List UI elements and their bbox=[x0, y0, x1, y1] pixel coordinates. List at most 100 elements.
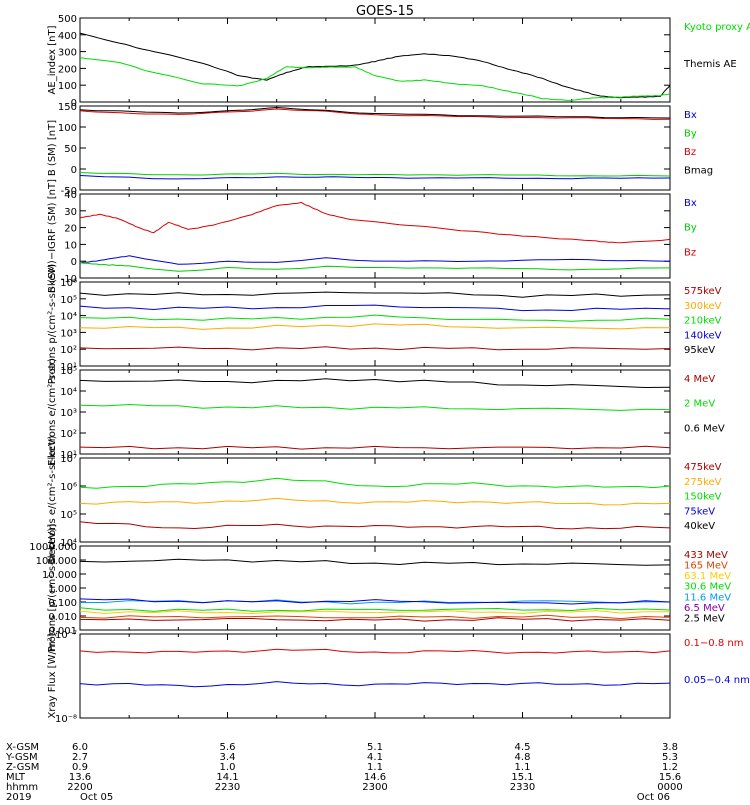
legend-entry: 6.5 MeV bbox=[684, 603, 725, 614]
panel-frame bbox=[79, 457, 671, 543]
legend-entry: 165 MeV bbox=[684, 561, 728, 572]
series-line-bx bbox=[79, 255, 671, 265]
legend-entry: 2.5 MeV bbox=[684, 613, 725, 624]
legend-entry: 75keV bbox=[684, 506, 715, 517]
footer-value: 2200 bbox=[67, 782, 92, 793]
footer-value: 13.6 bbox=[69, 772, 91, 783]
footer-value: 6.0 bbox=[72, 742, 88, 753]
footer-value: 2300 bbox=[362, 782, 387, 793]
y-tick-label: 150 bbox=[58, 102, 77, 113]
y-tick-label: 10¹ bbox=[60, 450, 77, 461]
legend-entry: 0.05−0.4 nm bbox=[684, 675, 750, 686]
legend-entry: Bx bbox=[684, 198, 697, 209]
footer-row-label: MLT bbox=[6, 772, 26, 783]
y-tick-label: 100 bbox=[58, 81, 77, 92]
legend-entry: 210keV bbox=[684, 316, 722, 327]
y-axis-label: Electrons e/(cm²-s-sr-keV) bbox=[47, 435, 58, 564]
y-tick-label: -50 bbox=[61, 186, 77, 197]
y-axis-label: B (SM)−IGRF (SM) [nT] bbox=[47, 179, 58, 293]
y-tick-label: 10⁵ bbox=[60, 295, 77, 306]
footer-value: 0000 bbox=[657, 782, 682, 793]
y-tick-label: 300 bbox=[58, 48, 77, 59]
footer-row-label: Z-GSM bbox=[6, 762, 39, 773]
y-tick-label: 0 bbox=[71, 257, 77, 268]
footer-value: 0.9 bbox=[72, 762, 88, 773]
series-line-bz bbox=[79, 108, 671, 120]
legend-entry: 11.6 MeV bbox=[684, 592, 731, 603]
series-line-themis-ae bbox=[79, 32, 671, 99]
footer-value: 5.3 bbox=[662, 752, 678, 763]
y-tick-label: 0.010 bbox=[48, 612, 77, 623]
legend-entry: 0.6 MeV bbox=[684, 423, 725, 434]
y-tick-label: 0.100 bbox=[48, 598, 77, 609]
series-line-165-mev bbox=[79, 614, 671, 620]
series-line-63-1-mev bbox=[79, 610, 670, 615]
legend-entry: 575keV bbox=[684, 286, 722, 297]
y-tick-label: 10⁴ bbox=[60, 312, 77, 323]
legend-entry: 475keV bbox=[684, 462, 722, 473]
legend-entry: 140keV bbox=[684, 330, 722, 341]
y-tick-label: 10⁷ bbox=[60, 454, 77, 465]
footer-value: 4.5 bbox=[515, 742, 531, 753]
series-line-300kev bbox=[79, 323, 671, 330]
legend-entry: 95keV bbox=[684, 345, 715, 356]
footer-value: 1.1 bbox=[515, 762, 531, 773]
footer-row-label: X-GSM bbox=[6, 742, 39, 753]
y-tick-label: 10⁶ bbox=[60, 278, 77, 289]
footer-value: 14.6 bbox=[364, 772, 386, 783]
y-axis-label: Protons p/(cm²-s-sr-keV) bbox=[47, 264, 58, 385]
footer-value: 1.0 bbox=[220, 762, 236, 773]
legend-entry: Bmag bbox=[684, 166, 713, 177]
legend-entry: 40keV bbox=[684, 521, 715, 532]
y-axis-label: Protons [p/(cm²-s-sr-keV)] bbox=[47, 524, 58, 652]
panel-frame bbox=[79, 193, 671, 279]
legend-entry: By bbox=[684, 223, 697, 234]
y-tick-label: 10 bbox=[64, 240, 77, 251]
y-tick-label: 10³ bbox=[60, 408, 77, 419]
y-tick-label: 100.000 bbox=[36, 556, 77, 567]
legend-entry: 2 MeV bbox=[684, 399, 715, 410]
y-tick-label: 10² bbox=[60, 429, 77, 440]
footer-value: 5.6 bbox=[220, 742, 236, 753]
footer-value: 2230 bbox=[215, 782, 240, 793]
series-line-0-6-mev bbox=[79, 378, 671, 389]
y-tick-label: 1000.000 bbox=[29, 542, 77, 553]
series-line-275kev bbox=[79, 497, 671, 506]
y-tick-label: -10 bbox=[61, 274, 77, 285]
y-tick-label: 10¹ bbox=[60, 362, 77, 373]
legend-entry: 433 MeV bbox=[684, 550, 728, 561]
y-tick-label: 10⁴ bbox=[60, 387, 77, 398]
y-tick-label: 0 bbox=[71, 165, 77, 176]
series-line-475kev bbox=[79, 521, 671, 530]
series-line-6-5-mev bbox=[79, 598, 671, 605]
series-line-kyoto-proxy-ae bbox=[79, 57, 671, 101]
footer-value: 5.1 bbox=[367, 742, 383, 753]
y-tick-label: 10⁻⁷ bbox=[55, 630, 77, 641]
legend-entry: 4 MeV bbox=[684, 374, 715, 385]
plot-title: GOES-15 bbox=[356, 4, 414, 19]
panel-frame bbox=[79, 17, 671, 103]
y-axis-label: Xray Flux [W/m²] bbox=[47, 633, 58, 718]
legend-entry: 150keV bbox=[684, 492, 722, 503]
legend-entry: 300keV bbox=[684, 301, 722, 312]
footer-value: 1.2 bbox=[662, 762, 678, 773]
legend-entry: 63.1 MeV bbox=[684, 571, 731, 582]
footer-value: 2330 bbox=[510, 782, 535, 793]
panel-frame bbox=[79, 369, 671, 455]
series-line-2-mev bbox=[79, 403, 671, 411]
legend-entry: By bbox=[684, 129, 697, 140]
legend-entry: Kyoto proxy AE bbox=[684, 22, 750, 33]
y-tick-label: 10⁴ bbox=[60, 538, 77, 549]
series-line-0-05-0-4-nm bbox=[79, 681, 671, 688]
legend-entry: 30.6 MeV bbox=[684, 582, 731, 593]
series-line-bx bbox=[79, 175, 671, 180]
y-tick-label: 500 bbox=[58, 14, 77, 25]
y-tick-label: 100 bbox=[58, 123, 77, 134]
series-line-2-5-mev bbox=[79, 558, 671, 566]
y-tick-label: 10⁻⁸ bbox=[55, 714, 77, 725]
y-tick-label: 10.000 bbox=[42, 570, 77, 581]
footer-value: 2.7 bbox=[72, 752, 88, 763]
footer-value: 4.8 bbox=[515, 752, 531, 763]
